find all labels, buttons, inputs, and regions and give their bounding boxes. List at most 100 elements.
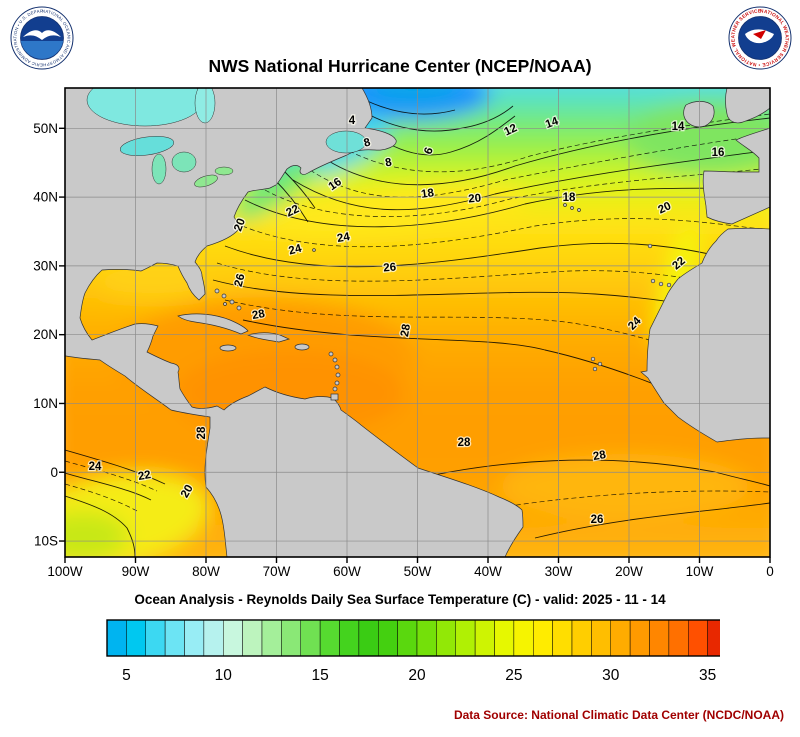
colorbar-tick-label: 15	[312, 667, 329, 684]
colorbar-cell	[649, 619, 670, 657]
colorbar-tick-label: 10	[215, 667, 233, 684]
contour-label: 24	[336, 231, 351, 245]
lon-tick-label: 0	[766, 564, 774, 579]
lake-huron	[171, 151, 197, 173]
colorbar-cell	[513, 619, 534, 657]
contour-label: 20	[232, 217, 248, 233]
colorbar-cell	[668, 619, 689, 657]
lon-tick-label: 20W	[615, 564, 643, 579]
contour-label: 18	[420, 187, 435, 201]
contour-label: 16	[712, 147, 725, 159]
contour-label: 26	[591, 514, 604, 526]
colorbar-cell	[455, 619, 476, 657]
lon-tick-label: 30W	[545, 564, 573, 579]
colorbar-border	[106, 619, 720, 657]
noaa-gull-icon	[23, 30, 61, 40]
sst-colorbar: 5 10 15 20 25 30 35	[106, 619, 720, 684]
inland-waters	[86, 88, 367, 188]
axis-ticks	[59, 127, 771, 563]
lon-tick-label: 70W	[263, 564, 291, 579]
colorbar-cell	[688, 619, 708, 657]
lon-tick-label: 40W	[474, 564, 502, 579]
contour-label: 28	[251, 308, 266, 322]
colorbar-tick-labels: 5 10 15 20 25 30 35	[122, 667, 716, 684]
contour-label: 26	[383, 261, 397, 274]
colorbar-cells	[106, 619, 720, 657]
lat-tick-label: 30N	[33, 258, 58, 273]
land-ireland	[683, 101, 715, 128]
colorbar-cell	[184, 619, 205, 657]
lon-tick-label: 90W	[122, 564, 150, 579]
contour-label: 20	[468, 192, 482, 205]
islands-bahamas	[214, 288, 242, 311]
lake-ontario	[214, 166, 234, 176]
colorbar-cell	[533, 619, 553, 657]
graticule	[65, 88, 770, 557]
contour-label: 18	[563, 192, 576, 204]
colorbar-cell	[358, 619, 379, 657]
lon-tick-label: 60W	[333, 564, 361, 579]
longitude-axis: 100W 90W 80W 70W 60W 50W 40W 30W 20W 10W 0	[47, 564, 773, 579]
colorbar-cell	[300, 619, 321, 657]
colorbar-cell	[261, 619, 282, 657]
colorbar-cell	[591, 619, 611, 657]
contour-label: 24	[287, 242, 303, 257]
colorbar-cell	[571, 619, 592, 657]
land-africa	[640, 227, 770, 443]
colorbar-tick-label: 25	[505, 667, 522, 684]
colorbar-cell	[126, 619, 146, 657]
islands-lesser-antilles	[328, 351, 341, 401]
island-cuba	[177, 313, 249, 335]
colorbar-cell	[203, 619, 224, 657]
colorbar-cell	[319, 619, 340, 657]
noaa-emblem-sea	[20, 41, 64, 59]
lat-tick-label: 20N	[33, 327, 58, 342]
contour-label: 8	[384, 156, 393, 169]
colorbar-cell	[494, 619, 515, 657]
colorbar-cell	[281, 619, 301, 657]
colorbar-cell	[339, 619, 360, 657]
latitude-axis: 50N 40N 30N 20N 10N 0 10S	[33, 121, 58, 549]
map-subtitle: Ocean Analysis - Reynolds Daily Sea Surf…	[134, 592, 666, 607]
island-puerto-rico	[294, 343, 310, 351]
island-jamaica	[219, 344, 237, 352]
contour-label: 28	[592, 449, 607, 463]
contour-label: 4	[349, 115, 356, 127]
lake-michigan	[151, 153, 167, 185]
colorbar-cell	[164, 619, 185, 657]
colorbar-cell	[106, 619, 127, 657]
colorbar-tick-label: 5	[122, 667, 131, 684]
colorbar-cell	[629, 619, 650, 657]
colorbar-tick-label: 35	[699, 667, 716, 684]
james-bay	[194, 88, 216, 124]
contour-label: 26	[233, 272, 248, 287]
gulf-of-st-lawrence	[325, 130, 367, 154]
colorbar-cell	[474, 619, 495, 657]
contour-label: 28	[399, 323, 413, 338]
land-britain	[725, 88, 770, 124]
lat-tick-label: 10S	[34, 534, 58, 549]
island-hispaniola	[246, 332, 291, 343]
noaa-logo[interactable]: NATIONAL OCEANIC AND ATMOSPHERIC ADMINIS…	[10, 6, 74, 70]
colorbar-cell	[223, 619, 243, 657]
lon-tick-label: 100W	[47, 564, 83, 579]
contour-label: 28	[196, 426, 208, 439]
lat-tick-label: 0	[50, 465, 58, 480]
contour-label: 22	[137, 469, 152, 483]
contour-label: 28	[458, 437, 471, 449]
colorbar-cell	[397, 619, 418, 657]
lon-tick-label: 50W	[404, 564, 432, 579]
colorbar-tick-label: 20	[408, 667, 426, 684]
lat-tick-label: 10N	[33, 396, 58, 411]
contour-label: 24	[89, 461, 102, 473]
lake-superior	[119, 136, 175, 156]
colorbar-tick-label: 30	[602, 667, 620, 684]
colorbar-cell	[242, 619, 263, 657]
nws-logo[interactable]: NATIONAL WEATHER SERVICE • NATIONAL WEAT…	[728, 6, 792, 70]
lon-tick-label: 10W	[686, 564, 714, 579]
lon-tick-label: 80W	[192, 564, 220, 579]
land-masses	[65, 88, 770, 557]
